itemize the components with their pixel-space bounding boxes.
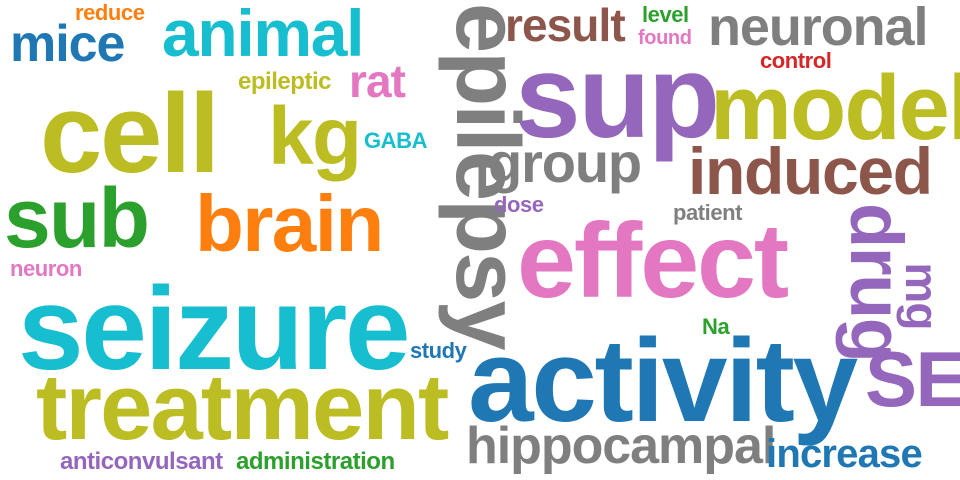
word-increase: increase xyxy=(766,432,923,476)
word-neuronal: neuronal xyxy=(708,0,928,57)
word-se: SE xyxy=(865,335,960,423)
word-model: model xyxy=(710,57,960,159)
word-found: found xyxy=(638,27,692,49)
word-epileptic: epileptic xyxy=(238,68,332,95)
word-kg: kg xyxy=(268,91,362,182)
word-rat: rat xyxy=(349,55,406,107)
word-group: group xyxy=(488,131,642,194)
word-hippocampal: hippocampal xyxy=(466,417,776,475)
word-control: control xyxy=(760,48,832,73)
word-na: Na xyxy=(702,314,730,339)
word-anticonvulsant: anticonvulsant xyxy=(60,448,223,475)
word-animal: animal xyxy=(162,0,364,70)
word-seizure: seizure xyxy=(18,263,411,395)
word-patient: patient xyxy=(673,200,743,225)
word-effect: effect xyxy=(517,202,789,320)
word-cell: cell xyxy=(40,71,220,196)
word-sub: sub xyxy=(4,171,150,265)
word-dose: dose xyxy=(494,192,544,217)
word-reduce: reduce xyxy=(75,0,145,25)
word-administration: administration xyxy=(236,448,395,475)
word-result: result xyxy=(505,0,626,51)
word-neuron: neuron xyxy=(10,256,82,281)
word-induced: induced xyxy=(688,134,933,208)
word-mg: mg xyxy=(896,262,948,330)
word-brain: brain xyxy=(195,179,384,268)
word-sup: sup xyxy=(515,31,720,163)
word-gaba: GABA xyxy=(364,128,428,153)
word-treatment: treatment xyxy=(36,354,449,459)
word-level: level xyxy=(642,2,689,27)
word-mice: mice xyxy=(10,15,125,73)
word-activity: activity xyxy=(468,315,858,447)
word-study: study xyxy=(410,338,467,363)
